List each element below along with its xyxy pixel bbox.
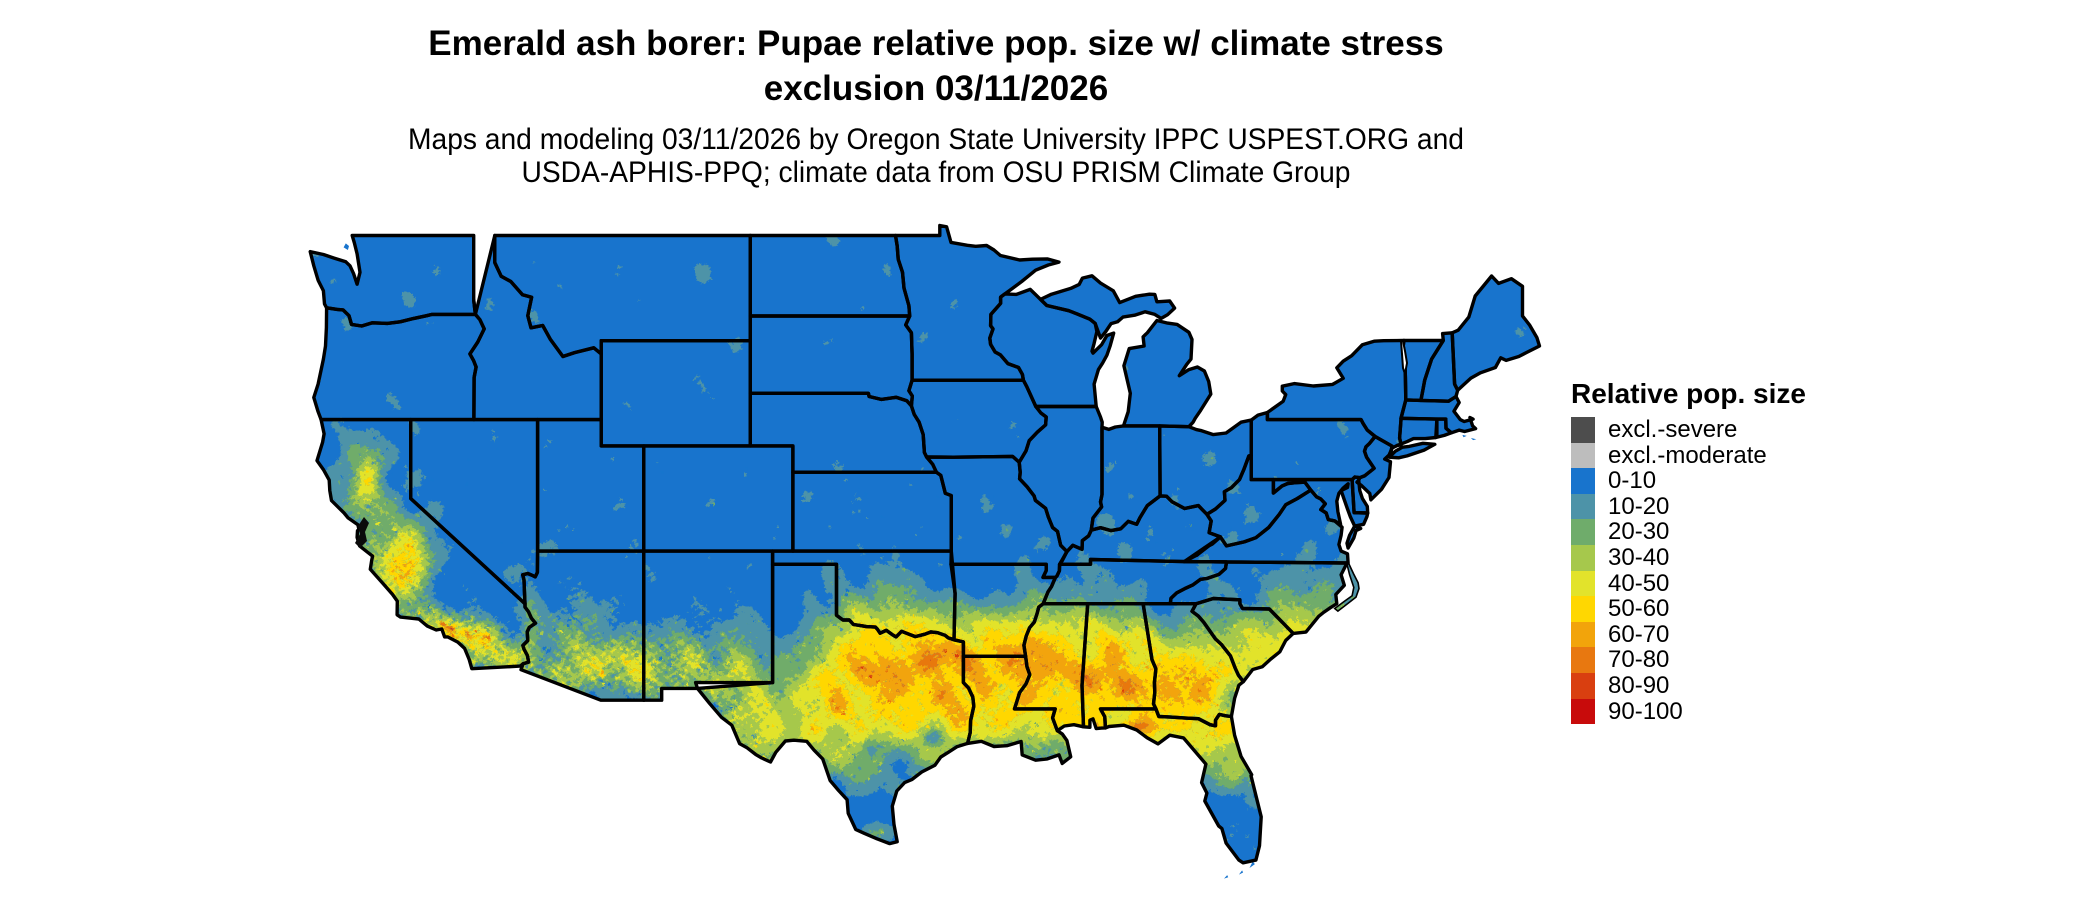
lake-champlain [1399, 340, 1409, 375]
state-ks [792, 472, 952, 552]
legend-title: Relative pop. size [1571, 378, 1806, 409]
legend-label: 60-70 [1608, 620, 1670, 648]
legend-label: 70-80 [1608, 646, 1670, 674]
legend-label: 90-100 [1608, 697, 1683, 725]
legend-item: 60-70 [1571, 622, 1806, 648]
san-francisco-bay [355, 517, 369, 548]
map-title-line1: Emerald ash borer: Pupae relative pop. s… [428, 24, 1444, 63]
legend-item: 30-40 [1571, 545, 1806, 571]
state-me [1452, 276, 1540, 391]
legend-item: 0-10 [1571, 468, 1806, 494]
legend-swatch-20-30 [1571, 519, 1595, 545]
legend-item: 70-80 [1571, 647, 1806, 673]
legend-swatch-40-50 [1571, 570, 1595, 597]
legend-label: 80-90 [1608, 671, 1670, 699]
legend-label: 20-30 [1608, 518, 1670, 546]
legend-item: 20-30 [1571, 519, 1806, 545]
legend-label: 10-20 [1608, 492, 1670, 520]
legend-label: excl.-moderate [1608, 441, 1767, 469]
legend-swatch-50-60 [1571, 596, 1595, 622]
subtitle-block: Maps and modeling 03/11/2026 by Oregon S… [56, 123, 1816, 189]
legend-item: 90-100 [1571, 697, 1806, 725]
map-subtitle-line2: USDA-APHIS-PPQ; climate data from OSU PR… [521, 155, 1351, 189]
map-subtitle-line1: Maps and modeling 03/11/2026 by Oregon S… [408, 123, 1464, 156]
raster-band-30-40 [350, 453, 1540, 781]
legend-item: 80-90 [1571, 673, 1806, 699]
legend-label: 30-40 [1608, 543, 1670, 571]
state-wy [601, 340, 751, 446]
legend-swatch-10-20 [1571, 493, 1595, 520]
state-or [313, 307, 485, 420]
legend-item: 40-50 [1571, 569, 1806, 597]
legend-label: 40-50 [1608, 569, 1670, 597]
legend-swatch-30-40 [1571, 544, 1595, 571]
legend-swatch-70-80 [1571, 647, 1595, 673]
legend-label: 50-60 [1608, 595, 1670, 623]
legend-item: excl.-moderate [1571, 441, 1806, 469]
legend: Relative pop. size excl.-severe excl.-mod… [1571, 378, 1806, 725]
raster-band-90-100 [451, 628, 453, 629]
legend-item: excl.-severe [1571, 417, 1806, 443]
state-co [643, 445, 793, 552]
legend-swatch-80-90 [1571, 672, 1595, 699]
title-block: Emerald ash borer: Pupae relative pop. s… [0, 21, 1872, 111]
map-title-line2: exclusion 03/11/2026 [763, 69, 1109, 108]
legend-item: 50-60 [1571, 596, 1806, 622]
legend-swatch-excl-severe [1571, 417, 1595, 443]
legend-swatch-90-100 [1571, 698, 1595, 725]
state-nd [750, 235, 910, 316]
state-pa [1251, 412, 1376, 480]
legend-swatch-excl-moderate [1571, 442, 1595, 469]
legend-label: 0-10 [1608, 467, 1657, 495]
legend-swatch-0-10 [1571, 468, 1595, 494]
legend-item: 10-20 [1571, 494, 1806, 520]
legend-swatch-60-70 [1571, 621, 1595, 648]
legend-label: excl.-severe [1608, 416, 1738, 443]
